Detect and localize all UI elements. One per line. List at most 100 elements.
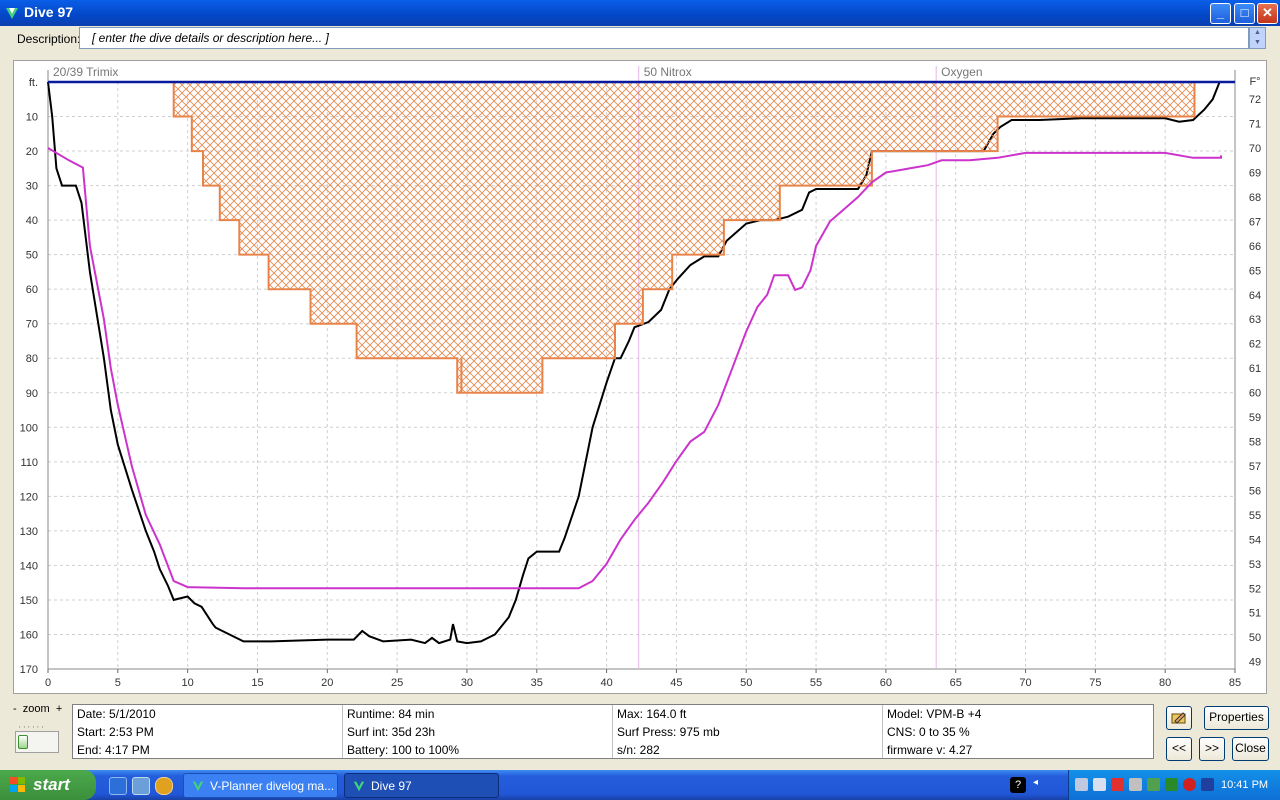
info-model: Model: VPM-B +4 — [887, 707, 982, 721]
device-icon[interactable] — [1201, 778, 1214, 791]
dive-icon — [353, 781, 365, 792]
y-left-tick-label: 30 — [26, 181, 38, 193]
y-right-tick-label: 58 — [1249, 437, 1261, 449]
taskbar: start V-Planner divelog ma... Dive 97 ? … — [0, 770, 1280, 800]
x-tick-label: 45 — [670, 677, 682, 689]
description-label: Description: — [17, 32, 81, 46]
scroll-down-icon[interactable]: ▼ — [1254, 39, 1261, 46]
y-left-tick-label: 130 — [20, 526, 38, 538]
x-tick-label: 30 — [461, 677, 473, 689]
wireless-icon[interactable] — [1093, 778, 1106, 791]
x-tick-label: 50 — [740, 677, 752, 689]
x-tick-label: 20 — [321, 677, 333, 689]
y-left-tick-label: 70 — [26, 319, 38, 331]
y-right-tick-label: 51 — [1249, 608, 1261, 620]
info-cns: CNS: 0 to 35 % — [887, 725, 970, 739]
zoom-slider[interactable] — [15, 731, 59, 753]
start-button[interactable]: start — [0, 770, 96, 800]
info-end: End: 4:17 PM — [77, 743, 150, 757]
y-left-tick-label: 120 — [20, 491, 38, 503]
x-tick-label: 10 — [182, 677, 194, 689]
maximize-icon: □ — [1240, 5, 1249, 20]
y-right-tick-label: 66 — [1249, 241, 1261, 253]
y-right-tick-label: 62 — [1249, 339, 1261, 351]
x-tick-label: 85 — [1229, 677, 1241, 689]
zoom-minus[interactable]: - — [13, 703, 17, 715]
minimize-icon: _ — [1216, 5, 1225, 20]
alert-icon[interactable] — [1183, 778, 1196, 791]
y-right-tick-label: 71 — [1249, 119, 1261, 131]
y-right-tick-label: 54 — [1249, 534, 1261, 546]
y-right-tick-label: 55 — [1249, 510, 1261, 522]
internet-explorer-icon[interactable] — [109, 777, 127, 795]
pencil-icon — [1171, 712, 1186, 724]
vplanner-icon — [192, 781, 204, 792]
x-tick-label: 55 — [810, 677, 822, 689]
info-column-run: Runtime: 84 min Surf int: 35d 23h Batter… — [343, 705, 613, 758]
x-tick-label: 5 — [115, 677, 121, 689]
help-icon[interactable]: ? — [1010, 777, 1026, 793]
task-vplanner[interactable]: V-Planner divelog ma... — [183, 773, 338, 798]
outlook-icon[interactable] — [132, 777, 150, 795]
dive-profile-chart[interactable]: 0 5 10 15 20 25 30 35 40 45 50 55 60 65 70 75 80 85 10 20 30… — [13, 60, 1267, 694]
y-right-tick-label: 59 — [1249, 412, 1261, 424]
info-column-model: Model: VPM-B +4 CNS: 0 to 35 % firmware … — [883, 705, 1153, 758]
x-tick-label: 75 — [1089, 677, 1101, 689]
info-battery: Battery: 100 to 100% — [347, 743, 460, 757]
y-right-tick-label: 56 — [1249, 485, 1261, 497]
y-left-tick-label: 40 — [26, 215, 38, 227]
sound-icon[interactable]: ◂ — [1033, 777, 1039, 788]
network-icon[interactable] — [1075, 778, 1088, 791]
next-dive-button[interactable]: >> — [1199, 737, 1225, 761]
volume-icon[interactable] — [1129, 778, 1142, 791]
gas-label: 50 Nitrox — [644, 65, 692, 79]
x-tick-label: 15 — [251, 677, 263, 689]
windows-flag-icon — [10, 777, 26, 793]
window-title: Dive 97 — [24, 4, 74, 20]
close-window-button[interactable]: ✕ — [1257, 3, 1278, 24]
deco-ceiling-series — [172, 81, 1196, 394]
info-surf-int: Surf int: 35d 23h — [347, 725, 436, 739]
minimize-button[interactable]: _ — [1210, 3, 1231, 24]
title-bar[interactable]: Dive 97 _ □ ✕ — [0, 0, 1280, 26]
y-right-unit: F° — [1249, 76, 1260, 88]
temperature-series — [47, 147, 1222, 590]
y-left-unit: ft. — [29, 77, 38, 89]
description-scrollbar[interactable]: ▲ ▼ — [1249, 27, 1266, 49]
zoom-control: - zoom + '''''' — [13, 703, 68, 758]
scroll-up-icon[interactable]: ▲ — [1254, 29, 1261, 36]
security-icon[interactable] — [1111, 778, 1124, 791]
clock: 10:41 PM — [1221, 779, 1269, 791]
app-icon — [6, 8, 18, 19]
y-right-tick-label: 53 — [1249, 559, 1261, 571]
zoom-label: zoom — [22, 703, 50, 715]
info-surf-press: Surf Press: 975 mb — [617, 725, 720, 739]
y-right-tick-label: 68 — [1249, 192, 1261, 204]
description-field[interactable]: [ enter the dive details or description … — [79, 27, 1249, 49]
media-player-icon[interactable] — [155, 777, 173, 795]
y-right-tick-label: 57 — [1249, 461, 1261, 473]
antivirus-icon[interactable] — [1165, 778, 1178, 791]
y-left-tick-label: 100 — [20, 422, 38, 434]
zoom-plus[interactable]: + — [55, 703, 63, 715]
info-start: Start: 2:53 PM — [77, 725, 154, 739]
y-right-tick-label: 64 — [1249, 290, 1261, 302]
y-left-tick-label: 90 — [26, 388, 38, 400]
x-tick-label: 70 — [1019, 677, 1031, 689]
zoom-slider-thumb[interactable] — [18, 735, 28, 749]
close-button[interactable]: Close — [1232, 737, 1269, 761]
y-right-tick-label: 50 — [1249, 632, 1261, 644]
y-left-tick-label: 20 — [26, 146, 38, 158]
y-right-tick-label: 72 — [1249, 94, 1261, 106]
y-left-tick-label: 170 — [20, 664, 38, 676]
maximize-button[interactable]: □ — [1234, 3, 1255, 24]
task-dive-97[interactable]: Dive 97 — [344, 773, 499, 798]
previous-dive-button[interactable]: << — [1166, 737, 1192, 761]
x-tick-label: 35 — [531, 677, 543, 689]
edit-dive-button[interactable] — [1166, 706, 1192, 730]
properties-button[interactable]: Properties — [1204, 706, 1269, 730]
task-dive-97-label: Dive 97 — [371, 779, 412, 793]
y-right-tick-label: 69 — [1249, 167, 1261, 179]
updates-icon[interactable] — [1147, 778, 1160, 791]
y-right-tick-label: 52 — [1249, 583, 1261, 595]
